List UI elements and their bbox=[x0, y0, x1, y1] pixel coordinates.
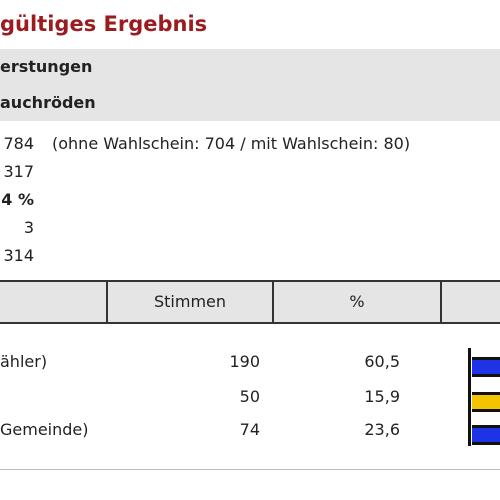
stat-gueltig: 314 bbox=[3, 246, 34, 265]
bottom-divider bbox=[0, 469, 500, 470]
stat-ungueltig: 3 bbox=[23, 218, 34, 237]
party-name: ähler) bbox=[0, 352, 48, 371]
votes-value: 74 bbox=[239, 420, 260, 439]
table-row: ähler) 190 60,5 bbox=[0, 348, 500, 380]
results-table-header: Stimmen % bbox=[0, 280, 500, 324]
place-band-2: auchröden bbox=[0, 85, 500, 121]
votes-value: 190 bbox=[229, 352, 260, 371]
result-bar bbox=[472, 425, 500, 445]
percent-value: 15,9 bbox=[364, 387, 400, 406]
column-header-percent: % bbox=[272, 282, 440, 322]
stat-wahlberechtigte: 784 bbox=[3, 134, 34, 153]
stat-beteiligung: 4 % bbox=[1, 190, 34, 209]
place-band-1: erstungen bbox=[0, 49, 500, 85]
party-name: Gemeinde) bbox=[0, 420, 89, 439]
page-title: gültiges Ergebnis bbox=[0, 12, 208, 36]
result-bar bbox=[472, 357, 500, 377]
table-row: Gemeinde) 74 23,6 bbox=[0, 416, 500, 448]
column-header-chart bbox=[440, 282, 500, 322]
votes-value: 50 bbox=[239, 387, 260, 406]
percent-value: 23,6 bbox=[364, 420, 400, 439]
column-header-stimmen: Stimmen bbox=[106, 282, 272, 322]
stat-wahlschein-note: (ohne Wahlschein: 704 / mit Wahlschein: … bbox=[52, 134, 411, 153]
bar-chart-axis bbox=[468, 348, 471, 446]
stat-waehler: 317 bbox=[3, 162, 34, 181]
place-name-2: auchröden bbox=[0, 93, 96, 112]
result-bar bbox=[472, 392, 500, 412]
place-name-1: erstungen bbox=[0, 57, 93, 76]
percent-value: 60,5 bbox=[364, 352, 400, 371]
table-row: 50 15,9 bbox=[0, 383, 500, 415]
